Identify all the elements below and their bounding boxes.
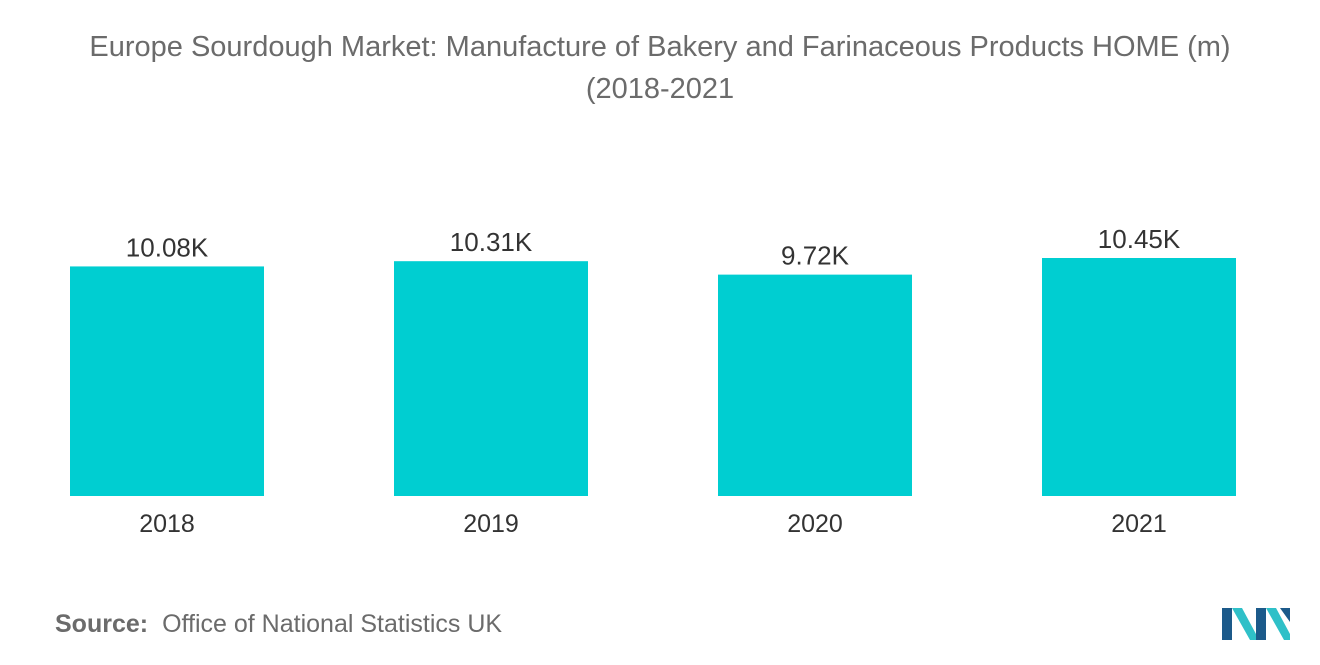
x-tick-label-2021: 2021 <box>1111 510 1167 538</box>
bar-2021 <box>1042 258 1236 496</box>
data-label-2021: 10.45K <box>1098 224 1181 254</box>
data-label-2018: 10.08K <box>126 232 209 262</box>
x-tick-label-2020: 2020 <box>787 510 843 538</box>
data-label-2020: 9.72K <box>781 241 850 271</box>
company-logo-icon <box>1222 608 1290 640</box>
data-label-2019: 10.31K <box>450 227 533 257</box>
x-tick-label-2018: 2018 <box>139 510 195 538</box>
bar-chart: 10.08K 2018 10.31K 2019 9.72K 2020 10.45K 2021 <box>70 224 1236 538</box>
x-tick-label-2019: 2019 <box>463 510 519 538</box>
chart-title-line-1: Europe Sourdough Market: Manufacture of … <box>89 31 1231 63</box>
bar-2018 <box>70 266 264 496</box>
chart-title-line-2: (2018-2021 <box>585 73 735 105</box>
source-label: Source: <box>55 610 149 638</box>
source-value: Office of National Statistics UK <box>162 610 503 638</box>
source-note: Source: Office of National Statistics UK <box>55 610 502 639</box>
chart-title: Europe Sourdough Market: Manufacture of … <box>0 26 1320 110</box>
bar-2020 <box>718 274 912 496</box>
bar-2019 <box>394 261 588 496</box>
